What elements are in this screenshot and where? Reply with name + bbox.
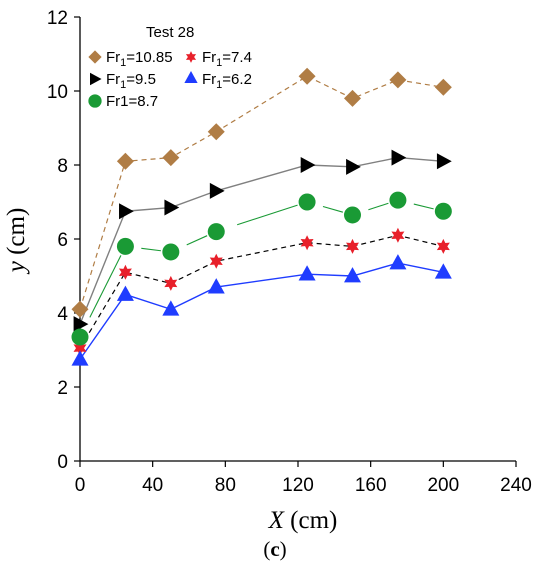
legend: Test 28 Fr1=10.85 Fr1=7.4 Fr1=9.5 Fr1=6.2 Fr… [88,24,252,110]
series-line [79,234,444,349]
x-tick-label: 0 [75,475,86,496]
y-tick-label: 2 [57,378,68,399]
data-point-marker [164,275,178,291]
data-point-marker [389,191,407,209]
y-tick-label: 6 [57,230,68,251]
data-point-marker [344,267,361,283]
data-point-marker [298,265,316,281]
y-tick-label: 0 [57,452,68,473]
legend-marker [90,72,102,86]
data-point-marker [162,300,180,316]
legend-entry: Fr1=7.4 [202,49,252,69]
series-line [79,262,444,360]
data-point-marker [71,328,89,346]
x-axis-unit: (cm) [284,507,337,534]
series-line-segment [89,255,122,318]
data-point-marker [436,153,452,170]
data-point-marker [346,238,359,254]
data-point-marker [344,89,361,107]
legend-marker [88,50,102,64]
data-point-marker [116,152,134,170]
data-point-marker [71,300,89,318]
x-tick-label: 200 [427,475,459,496]
data-point-marker [209,253,223,269]
x-axis-label: X (cm) [268,507,338,534]
data-point-marker [434,78,452,96]
x-tick-label: 160 [355,475,387,496]
data-point-marker [162,243,180,261]
y-axis-unit: (cm) [3,208,30,261]
data-point-marker [391,149,407,166]
data-point-marker [389,71,407,89]
data-point-marker [300,235,314,251]
legend-marker [185,51,197,63]
data-point-marker [434,202,452,220]
y-tick-label: 4 [57,304,68,325]
legend-marker [88,94,102,108]
series-line-segment [186,235,208,246]
legend-entry: Fr1=6.2 [202,71,252,91]
legend-entry: Fr1=9.5 [106,71,156,91]
data-point-marker [207,278,225,294]
x-tick-label: 120 [282,475,314,496]
x-axis-variable: X [268,507,286,534]
data-point-marker [162,149,180,167]
data-point-marker [391,227,405,243]
legend-entry: Fr1=10.85 [106,49,173,69]
series-line [79,156,444,325]
axes: 0 40 80 120 160 200 240 0 2 4 6 8 10 12 [47,8,532,496]
y-axis-label: y (cm) [3,208,30,276]
y-tick-label: 8 [57,156,68,177]
data-point-marker [207,123,225,141]
data-point-marker [209,182,225,199]
legend-entry: Fr1=8.7 [106,93,158,110]
series-markers [71,67,452,366]
data-point-marker [73,340,87,356]
panel-label: (c) [263,537,286,561]
x-tick-label: 240 [500,475,532,496]
series-line-segment [322,206,344,213]
data-point-marker [71,350,89,366]
data-point-marker [116,237,134,255]
legend-marker [184,71,198,83]
data-point-marker [389,254,407,270]
series-line-segment [141,247,161,252]
data-point-marker [300,157,316,173]
data-point-marker [436,238,450,254]
data-point-marker [119,203,134,220]
data-point-marker [73,316,89,333]
data-point-marker [344,206,361,224]
y-axis-variable: y [3,260,30,275]
data-point-marker [298,67,316,85]
data-point-marker [118,264,132,280]
x-tick-label: 80 [215,475,236,496]
series-line-segment [368,202,389,211]
data-point-marker [164,199,180,216]
x-tick-label: 40 [142,475,163,496]
series-line-segment [413,203,434,210]
legend-title: Test 28 [146,24,194,41]
data-point-marker [346,158,361,175]
series-line [79,75,444,310]
y-tick-label: 12 [47,8,68,29]
data-point-marker [298,193,316,211]
series-lines [79,75,444,360]
y-tick-label: 10 [47,82,68,103]
series-line-segment [236,204,298,226]
data-point-marker [207,223,225,241]
data-point-marker [434,263,452,279]
data-point-marker [116,285,134,301]
